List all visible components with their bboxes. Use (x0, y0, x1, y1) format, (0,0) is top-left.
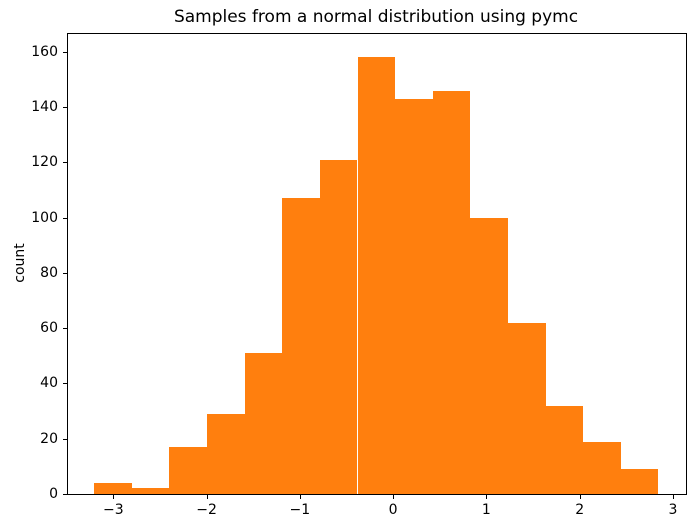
x-axis-tick-label: 0 (388, 502, 398, 518)
y-axis-tick (63, 328, 67, 330)
x-axis-tick (672, 495, 674, 499)
y-axis-tick-label: 40 (40, 375, 58, 392)
y-axis-tick (63, 162, 67, 164)
x-axis-tick (393, 495, 395, 499)
x-axis-tick (486, 495, 488, 499)
y-axis-tick (63, 383, 67, 385)
histogram-bar (620, 469, 659, 494)
histogram-bar (207, 413, 245, 494)
histogram-bar (583, 441, 621, 494)
x-axis-tick-label: −1 (289, 502, 311, 518)
y-axis-tick-label: 120 (31, 154, 58, 171)
histogram-bar (357, 57, 396, 494)
histogram-bar (282, 198, 320, 494)
histogram-bar (131, 488, 170, 494)
y-axis-tick-label: 20 (40, 430, 58, 447)
x-axis-tick (113, 495, 115, 499)
y-axis-tick (63, 438, 67, 440)
y-axis-tick-label: 80 (40, 264, 58, 281)
x-axis-tick-label: 1 (481, 502, 491, 518)
x-axis-tick-label: 2 (575, 502, 585, 518)
histogram-bar (545, 405, 584, 494)
x-axis-tick-label: −3 (103, 502, 124, 518)
chart-title: Samples from a normal distribution using… (173, 7, 579, 27)
y-axis-tick (63, 272, 67, 274)
y-axis-tick-label: 140 (31, 99, 58, 116)
histogram-bar (94, 482, 132, 494)
histogram-bar (169, 447, 208, 494)
histogram-bar (395, 98, 433, 494)
y-axis-tick (63, 217, 67, 219)
histogram-bar (432, 90, 471, 494)
plot-area: −3 −2 −1 0 1 2 3 0 20 40 60 80 100 120 140 160 (31, 33, 687, 518)
x-axis-tick-label: 3 (668, 502, 678, 518)
y-axis-tick-label: 100 (31, 209, 58, 226)
y-axis-tick (63, 494, 67, 495)
x-axis-tick (206, 495, 208, 499)
histogram-bar (319, 159, 358, 494)
histogram-bar (244, 353, 283, 494)
x-axis-tick-label: −2 (196, 502, 217, 518)
x-axis-tick (579, 495, 581, 499)
x-axis-tick (299, 495, 301, 499)
histogram-bar (470, 217, 509, 494)
y-axis-tick (63, 51, 67, 53)
y-axis-tick-label: 60 (40, 320, 58, 337)
y-axis-tick-label: 0 (49, 486, 58, 502)
y-axis-tick (63, 107, 67, 109)
histogram-bar (508, 322, 546, 494)
y-axis-tick-label: 160 (31, 43, 58, 60)
